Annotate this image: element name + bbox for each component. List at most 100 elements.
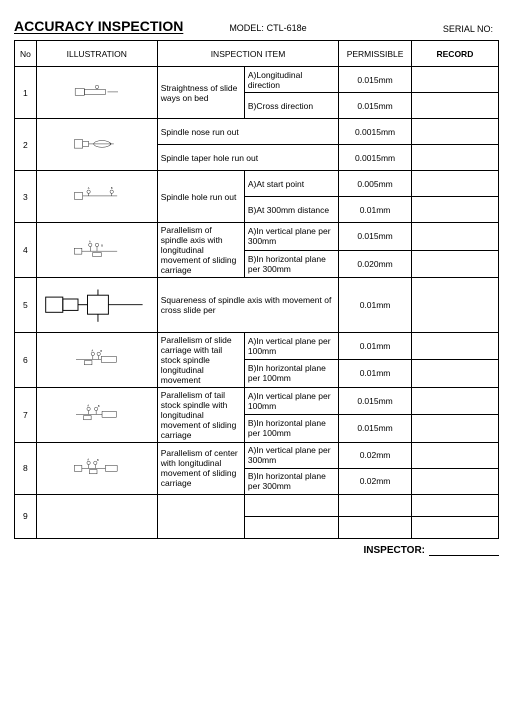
- row-no: 7: [15, 387, 37, 442]
- illustration-cell: AB: [36, 223, 157, 278]
- illustration-center-parallelism-icon: AB: [40, 457, 154, 478]
- inspection-item: [157, 494, 244, 538]
- permissible-value: 0.01mm: [339, 278, 412, 333]
- sub-item: B)In horizontal plane per 100mm: [244, 415, 338, 443]
- record-cell[interactable]: [411, 415, 498, 443]
- illustration-cell: [36, 67, 157, 119]
- inspection-item: Straightness of slide ways on bed: [157, 67, 244, 119]
- inspection-item: Parallelism of spindle axis with longitu…: [157, 223, 244, 278]
- row-no: 3: [15, 171, 37, 223]
- permissible-value: 0.015mm: [339, 415, 412, 443]
- illustration-cell: AB: [36, 332, 157, 387]
- record-cell[interactable]: [411, 332, 498, 360]
- svg-text:B: B: [111, 187, 113, 190]
- record-cell[interactable]: [411, 250, 498, 278]
- permissible-value: 0.01mm: [339, 332, 412, 360]
- illustration-cell: [36, 278, 157, 333]
- illustration-tailstock-spindle-icon: AB: [40, 403, 154, 424]
- inspection-page: ACCURACY INSPECTION MODEL: CTL-618e SERI…: [0, 0, 513, 728]
- sub-item: B)In horizontal plane per 300mm: [244, 250, 338, 278]
- permissible-value: 0.02mm: [339, 468, 412, 494]
- sub-item: A)Longitudinal direction: [244, 67, 338, 93]
- illustration-cell: AB: [36, 171, 157, 223]
- record-cell[interactable]: [411, 360, 498, 388]
- row-no: 9: [15, 494, 37, 538]
- col-record: RECORD: [411, 41, 498, 67]
- sub-item: [244, 494, 338, 516]
- permissible-value: 0.015mm: [339, 387, 412, 415]
- model-value: CTL-618e: [267, 23, 307, 33]
- record-cell[interactable]: [411, 468, 498, 494]
- record-cell[interactable]: [411, 387, 498, 415]
- illustration-squareness-icon: [40, 280, 154, 328]
- record-cell[interactable]: [411, 67, 498, 93]
- record-cell[interactable]: [411, 145, 498, 171]
- illustration-parallelism-spindle-icon: AB: [40, 239, 154, 260]
- sub-item: [244, 516, 338, 538]
- sub-item: B)Cross direction: [244, 93, 338, 119]
- col-inspection: INSPECTION ITEM: [157, 41, 338, 67]
- sub-item: A)In vertical plane per 100mm: [244, 387, 338, 415]
- illustration-cell: [36, 494, 157, 538]
- permissible-value: 0.01mm: [339, 360, 412, 388]
- record-cell[interactable]: [411, 93, 498, 119]
- header: ACCURACY INSPECTION MODEL: CTL-618e SERI…: [14, 18, 499, 34]
- svg-text:B: B: [97, 459, 99, 462]
- permissible-value: 0.02mm: [339, 442, 412, 468]
- row-no: 2: [15, 119, 37, 171]
- permissible-value: 0.0015mm: [339, 145, 412, 171]
- sub-item: A)In vertical plane per 300mm: [244, 223, 338, 251]
- permissible-value: 0.020mm: [339, 250, 412, 278]
- illustration-cell: [36, 119, 157, 171]
- sub-item: B)In horizontal plane per 100mm: [244, 360, 338, 388]
- row-no: 1: [15, 67, 37, 119]
- record-cell[interactable]: [411, 119, 498, 145]
- permissible-value: 0.015mm: [339, 93, 412, 119]
- svg-text:A: A: [87, 404, 89, 407]
- page-title: ACCURACY INSPECTION: [14, 18, 183, 34]
- record-cell[interactable]: [411, 223, 498, 251]
- record-cell[interactable]: [411, 516, 498, 538]
- svg-text:A: A: [87, 458, 89, 461]
- illustration-straightness-icon: [40, 81, 154, 102]
- inspection-table: No ILLUSTRATION INSPECTION ITEM PERMISSI…: [14, 40, 499, 539]
- inspector-line[interactable]: [429, 545, 499, 556]
- permissible-value: 0.01mm: [339, 197, 412, 223]
- illustration-spindle-nose-icon: [40, 133, 154, 154]
- sub-item: A)At start point: [244, 171, 338, 197]
- sub-item: B)At 300mm distance: [244, 197, 338, 223]
- inspection-item: Spindle hole run out: [157, 171, 244, 223]
- inspection-item: Squareness of spindle axis with movement…: [157, 278, 338, 333]
- permissible-value: [339, 516, 412, 538]
- inspection-item: Spindle taper hole run out: [157, 145, 338, 171]
- svg-text:B: B: [98, 405, 100, 408]
- inspection-item: Parallelism of center with longitudinal …: [157, 442, 244, 494]
- illustration-cell: AB: [36, 387, 157, 442]
- record-cell[interactable]: [411, 442, 498, 468]
- record-cell[interactable]: [411, 278, 498, 333]
- permissible-value: 0.015mm: [339, 67, 412, 93]
- col-permissible: PERMISSIBLE: [339, 41, 412, 67]
- permissible-value: 0.0015mm: [339, 119, 412, 145]
- svg-text:A: A: [89, 240, 91, 243]
- inspector-label: INSPECTOR:: [364, 545, 426, 556]
- illustration-cell: AB: [36, 442, 157, 494]
- row-no: 4: [15, 223, 37, 278]
- footer: INSPECTOR:: [14, 545, 499, 556]
- serial-label: SERIAL NO:: [443, 24, 493, 34]
- col-illustration: ILLUSTRATION: [36, 41, 157, 67]
- svg-text:A: A: [91, 349, 93, 352]
- row-no: 8: [15, 442, 37, 494]
- sub-item: A)In vertical plane per 100mm: [244, 332, 338, 360]
- svg-text:B: B: [101, 244, 103, 247]
- svg-text:B: B: [100, 350, 102, 353]
- model-label: MODEL:: [229, 23, 264, 33]
- inspection-item: Parallelism of slide carriage with tail …: [157, 332, 244, 387]
- permissible-value: 0.005mm: [339, 171, 412, 197]
- record-cell[interactable]: [411, 197, 498, 223]
- inspection-item: Spindle nose run out: [157, 119, 338, 145]
- row-no: 6: [15, 332, 37, 387]
- illustration-slide-carriage-icon: AB: [40, 348, 154, 369]
- record-cell[interactable]: [411, 171, 498, 197]
- record-cell[interactable]: [411, 494, 498, 516]
